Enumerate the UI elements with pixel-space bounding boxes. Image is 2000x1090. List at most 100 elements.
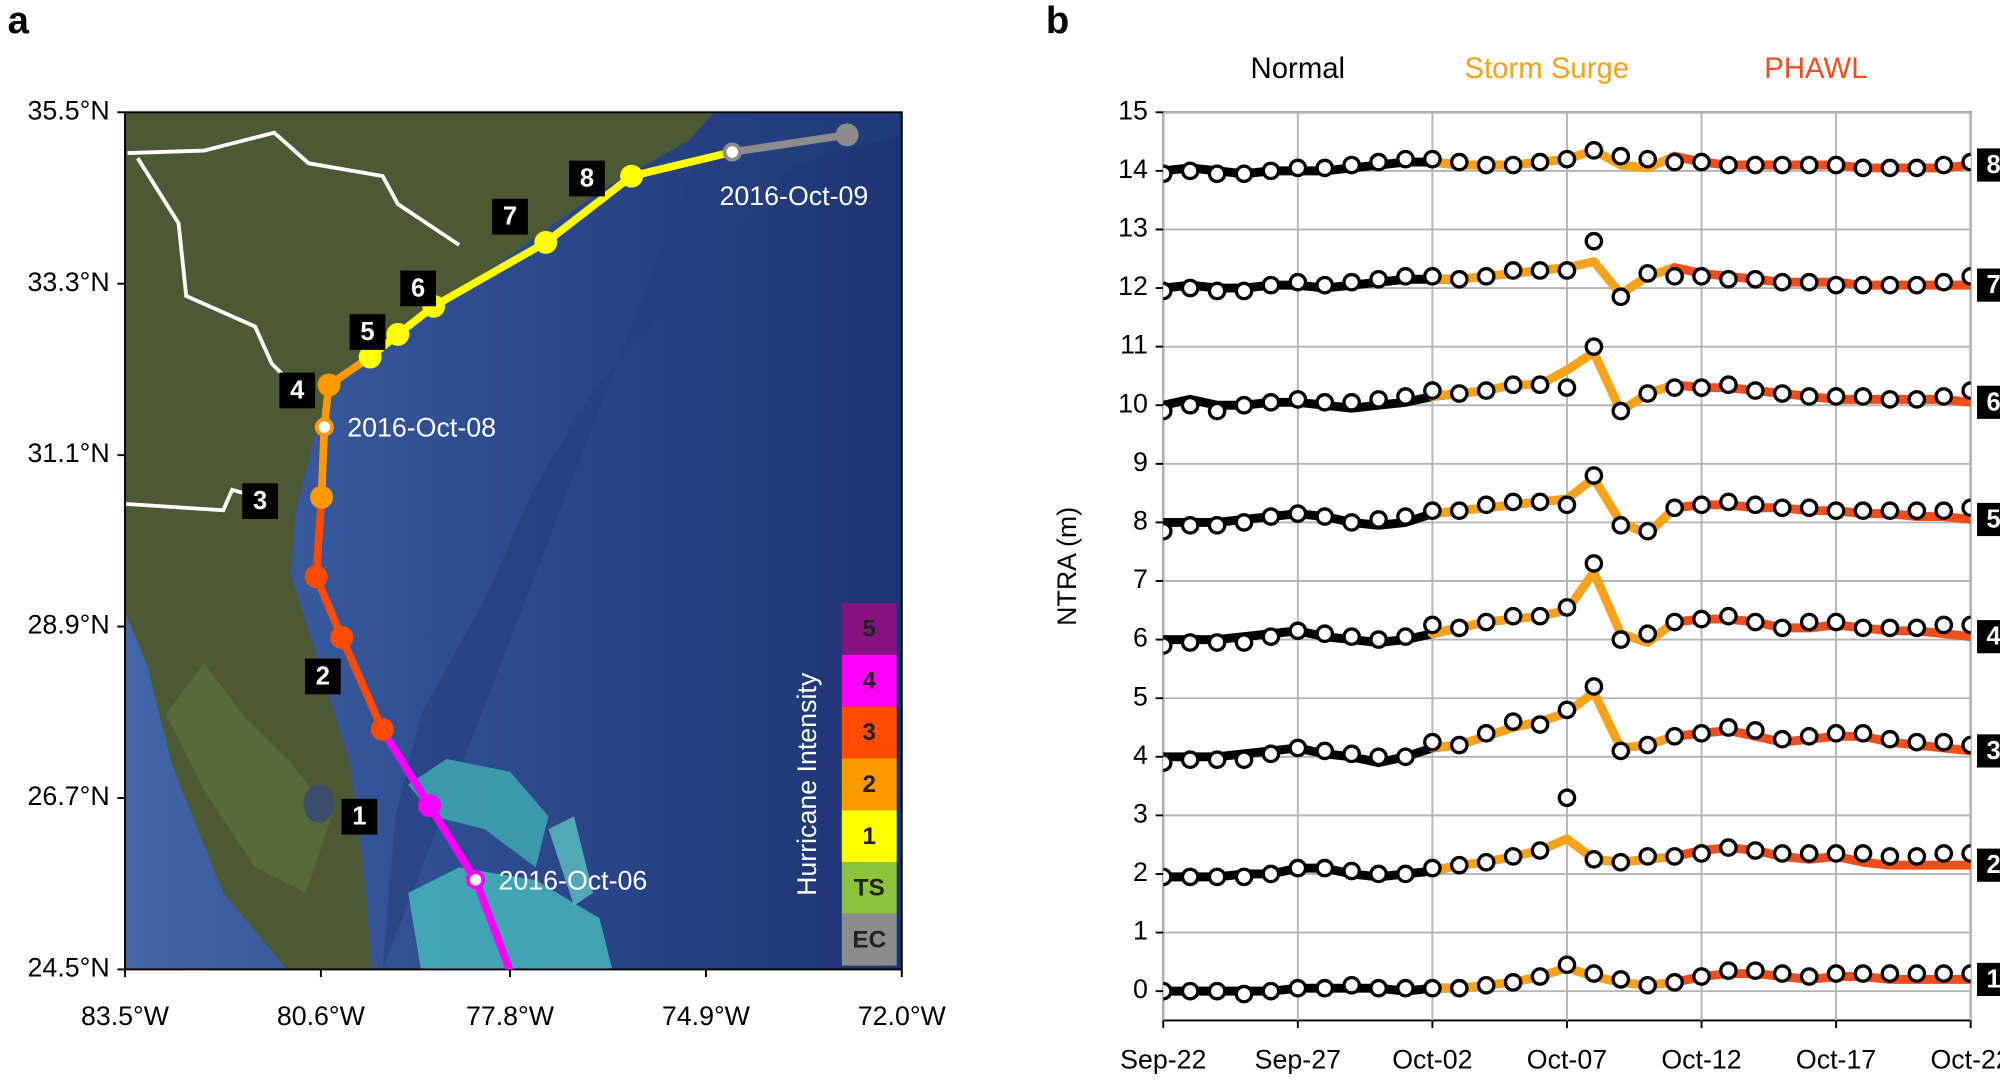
model-line xyxy=(1427,348,1680,416)
observation xyxy=(1288,390,1308,409)
observation xyxy=(1163,521,1173,541)
observation xyxy=(1665,498,1684,518)
model-line xyxy=(1670,614,1971,642)
y-tick-label: 0 xyxy=(1133,974,1148,1004)
observation xyxy=(1638,975,1658,995)
observation xyxy=(1423,267,1442,286)
observation xyxy=(1261,392,1281,412)
track-point xyxy=(310,485,334,509)
observation xyxy=(1853,618,1873,638)
observation xyxy=(1611,146,1631,166)
bahamas-bank xyxy=(408,758,549,868)
y-tick-label: 11 xyxy=(1120,330,1148,360)
observation xyxy=(1961,381,1971,400)
legend-label: EC xyxy=(852,926,886,953)
y-tick-label: 4 xyxy=(1133,740,1148,770)
observation xyxy=(1826,387,1846,406)
observation xyxy=(1557,378,1577,397)
observation xyxy=(1530,967,1550,986)
legend-label: 3 xyxy=(863,719,876,746)
observation xyxy=(1396,747,1415,767)
observation xyxy=(1288,158,1308,178)
observation xyxy=(1315,158,1335,178)
observation xyxy=(1369,864,1388,884)
panel-label: b xyxy=(1046,0,1069,42)
y-tick-label: 7 xyxy=(1133,564,1148,594)
observation xyxy=(1772,964,1792,983)
observation xyxy=(1907,847,1927,866)
observation xyxy=(1423,732,1442,752)
observation xyxy=(1503,847,1523,866)
observation xyxy=(1476,975,1496,995)
model-line xyxy=(1670,380,1971,407)
model-line xyxy=(1427,687,1680,753)
observation xyxy=(1503,606,1523,626)
observation xyxy=(1692,152,1711,172)
observation xyxy=(1799,387,1819,406)
observation xyxy=(1934,155,1954,175)
observation xyxy=(1934,844,1954,863)
y-tick-label: 14 xyxy=(1118,154,1148,184)
observation xyxy=(1746,961,1765,980)
observation xyxy=(1880,618,1900,638)
track-point xyxy=(418,794,442,818)
station-badge xyxy=(1977,268,2000,302)
y-tick-label: 5 xyxy=(1133,681,1148,711)
legend-swatch xyxy=(841,654,897,707)
observation xyxy=(1611,970,1631,989)
station-marker xyxy=(242,483,278,519)
track-point xyxy=(370,717,394,741)
model-line xyxy=(1670,969,1971,987)
observation xyxy=(1880,501,1900,521)
observation xyxy=(1584,141,1604,160)
observation xyxy=(1557,598,1577,617)
observation xyxy=(1180,395,1200,415)
station-label: 6 xyxy=(411,274,425,302)
observation xyxy=(1719,155,1738,175)
model-line xyxy=(1163,860,1464,882)
model-line xyxy=(1427,257,1680,299)
observation xyxy=(1557,700,1577,720)
observation xyxy=(1449,618,1469,638)
observation xyxy=(1207,981,1227,1001)
observation xyxy=(1746,269,1765,289)
track-segment xyxy=(728,131,851,156)
observation xyxy=(1261,161,1281,181)
track-point xyxy=(534,230,558,254)
observation xyxy=(1423,978,1442,998)
observation xyxy=(1692,609,1711,629)
station-label: 4 xyxy=(290,376,305,404)
y-tick-label: 1 xyxy=(1133,916,1148,946)
date-label: 2016-Oct-06 xyxy=(499,865,648,895)
observation xyxy=(1638,624,1658,644)
observation xyxy=(1423,381,1442,400)
observation xyxy=(1163,401,1173,421)
track-point xyxy=(304,565,328,589)
observation xyxy=(1180,161,1200,181)
y-tick-label: 24.5°N xyxy=(28,953,110,983)
observation xyxy=(1530,606,1550,626)
observation xyxy=(1826,612,1846,632)
station-label: 8 xyxy=(580,165,594,193)
observation xyxy=(1826,501,1846,521)
observation xyxy=(1288,272,1308,292)
track-point xyxy=(358,345,382,369)
observation xyxy=(1207,633,1227,652)
observation xyxy=(1961,844,1971,863)
date-label: 2016-Oct-08 xyxy=(347,413,496,443)
observation xyxy=(1611,741,1631,761)
observation xyxy=(1692,495,1711,515)
observation xyxy=(1423,501,1442,521)
observation xyxy=(1342,513,1361,532)
observation xyxy=(1288,621,1308,641)
station-marker xyxy=(492,198,528,235)
track-segment xyxy=(425,801,480,884)
track-point xyxy=(620,164,644,188)
observation xyxy=(1369,747,1388,767)
station-badge xyxy=(1977,620,2000,654)
observation xyxy=(1719,606,1738,626)
x-tick-label: 72.0°W xyxy=(858,1001,947,1031)
observation xyxy=(1934,964,1954,983)
observation xyxy=(1449,384,1469,403)
